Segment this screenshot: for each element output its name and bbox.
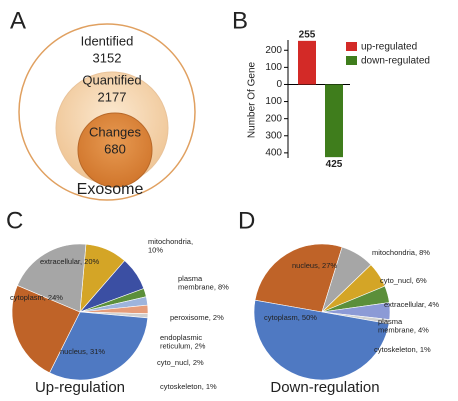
set-label: Identified bbox=[81, 33, 134, 48]
panel-label: C bbox=[6, 207, 23, 234]
chart-title: Up-regulation bbox=[35, 379, 125, 396]
slice-label: extracellular, 4% bbox=[384, 300, 439, 309]
inner-circle bbox=[77, 112, 153, 188]
set-label: Quantified bbox=[82, 72, 141, 87]
y-tick-label: 400 bbox=[265, 148, 282, 159]
y-tick-label: 200 bbox=[265, 113, 282, 124]
slice-label: plasma membrane, 4% bbox=[378, 317, 429, 335]
slice-label: endoplasmic reticulum, 2% bbox=[160, 333, 206, 351]
set-label: Changes bbox=[89, 124, 142, 139]
bar bbox=[298, 40, 316, 85]
slice-label: cytoskeleton, 1% bbox=[374, 345, 431, 354]
slice-label: mitochondria, 10% bbox=[148, 237, 193, 255]
diagram-caption: Exosome bbox=[77, 181, 144, 198]
legend-label: up-regulated bbox=[361, 42, 417, 53]
pie-slice bbox=[17, 243, 87, 313]
y-tick-label: 300 bbox=[265, 130, 282, 141]
slice-label: extracellular, 20% bbox=[40, 257, 100, 266]
y-tick-label: 100 bbox=[265, 62, 282, 73]
set-count: 2177 bbox=[98, 89, 127, 104]
value-label: 255 bbox=[299, 29, 316, 40]
panel-label: B bbox=[232, 7, 248, 34]
y-tick-label: 0 bbox=[276, 79, 282, 90]
panel-label: D bbox=[238, 207, 255, 234]
panel-label: A bbox=[10, 7, 26, 34]
legend-label: down-regulated bbox=[361, 56, 430, 67]
slice-label: cytoskeleton, 1% bbox=[160, 382, 217, 391]
y-axis-label: Number Of Gene bbox=[247, 61, 258, 138]
value-label: 425 bbox=[326, 159, 343, 170]
slice-label: plasma membrane, 8% bbox=[178, 274, 229, 292]
slice-label: cytoplasm, 24% bbox=[10, 293, 63, 302]
legend-swatch bbox=[346, 56, 357, 65]
y-tick-label: 200 bbox=[265, 45, 282, 56]
slice-label: nucleus, 31% bbox=[60, 347, 105, 356]
pie-slice bbox=[49, 311, 149, 381]
slice-label: cyto_nucl, 2% bbox=[157, 358, 204, 367]
slice-label: peroxisome, 2% bbox=[170, 313, 224, 322]
pie-slice bbox=[11, 285, 81, 374]
set-count: 680 bbox=[104, 141, 126, 156]
slice-label: cytoplasm, 50% bbox=[264, 313, 317, 322]
bar bbox=[325, 84, 343, 158]
chart-title: Down-regulation bbox=[270, 379, 379, 396]
legend-swatch bbox=[346, 42, 357, 51]
set-count: 3152 bbox=[93, 50, 122, 65]
slice-label: mitochondria, 8% bbox=[372, 248, 430, 257]
pie-slice bbox=[254, 243, 343, 313]
y-tick-label: 100 bbox=[265, 96, 282, 107]
pie-slice bbox=[253, 299, 390, 381]
slice-label: cyto_nucl, 6% bbox=[380, 276, 427, 285]
slice-label: nucleus, 27% bbox=[292, 261, 337, 270]
